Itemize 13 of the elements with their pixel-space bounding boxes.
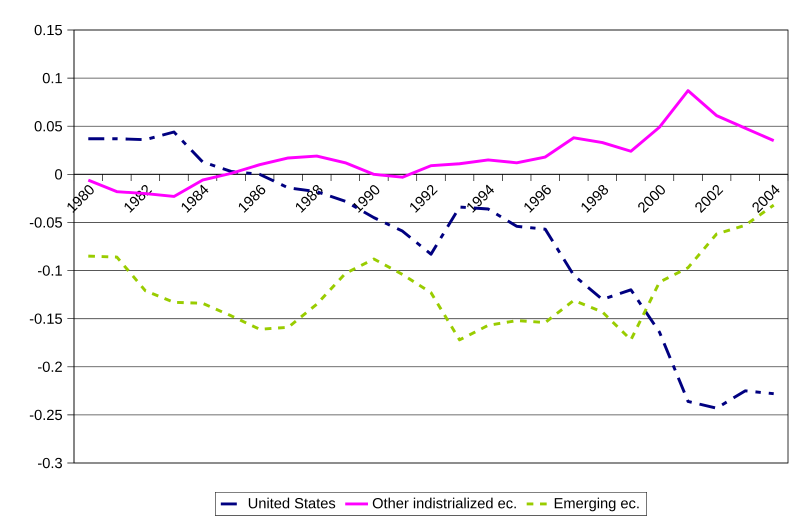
y-tick-label: 0.1 [42, 72, 62, 84]
legend-label: United States [248, 498, 336, 508]
y-tick-label: -0.25 [30, 410, 62, 420]
y-tick-label: 0.05 [34, 121, 62, 132]
y-tick-label: 0.15 [34, 24, 62, 36]
y-tick-label: -0.05 [30, 217, 62, 228]
y-tick-label: 0 [55, 169, 62, 180]
legend-label: Other indistrialized ec. [372, 498, 516, 508]
y-tick-label: -0.3 [38, 458, 62, 468]
y-tick-label: -0.15 [30, 313, 62, 324]
legend-label: Emerging ec. [554, 498, 639, 512]
y-tick-label: -0.2 [38, 362, 62, 372]
y-tick-label: -0.1 [38, 265, 62, 276]
